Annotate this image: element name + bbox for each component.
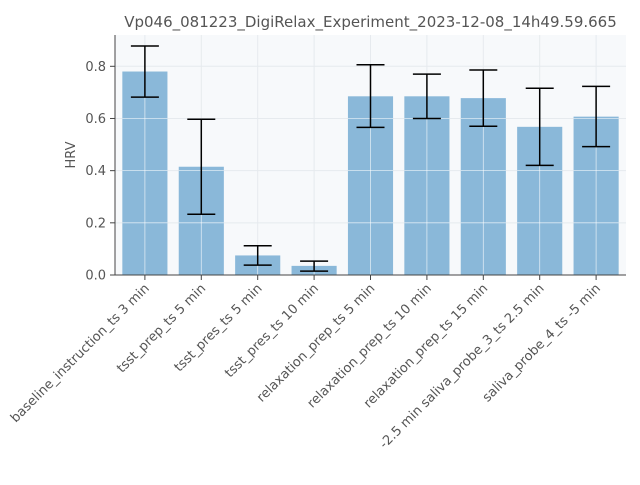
y-axis-label: HRV: [64, 141, 79, 168]
x-tick-label-4: relaxation_prep_ts 5 min: [254, 281, 378, 405]
error-bar-6: [469, 69, 498, 128]
x-tick-label-8: saliva_probe_4_ts -5 min: [480, 281, 604, 405]
y-tick-label-1: 0.2: [85, 216, 106, 231]
x-tick-label-3: tsst_pres_ts 10 min: [222, 281, 322, 381]
error-bar-layer: [130, 45, 611, 272]
error-bar-2: [243, 245, 272, 266]
y-tick-label-4: 0.8: [85, 60, 106, 75]
error-bar-1: [187, 118, 216, 215]
y-tick-label-2: 0.4: [85, 164, 106, 179]
error-bar-0: [130, 45, 159, 98]
error-bar-3: [300, 260, 329, 272]
error-bar-5: [412, 73, 441, 120]
chart-title: Vp046_081223_DigiRelax_Experiment_2023-1…: [124, 13, 617, 32]
y-tick-label-3: 0.6: [85, 112, 106, 127]
error-bar-7: [525, 87, 554, 167]
error-bar-4: [356, 63, 385, 129]
error-bar-8: [582, 85, 611, 148]
y-tick-label-0: 0.0: [85, 269, 106, 284]
